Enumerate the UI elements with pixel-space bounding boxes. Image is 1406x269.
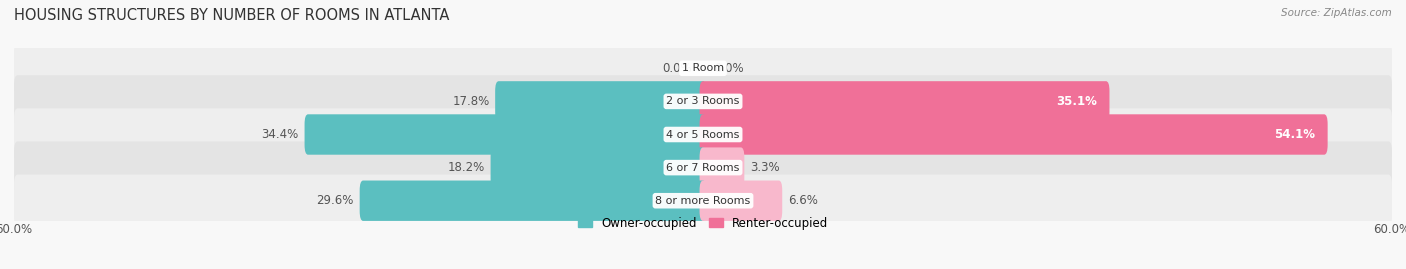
FancyBboxPatch shape — [14, 175, 1392, 227]
FancyBboxPatch shape — [700, 147, 744, 188]
FancyBboxPatch shape — [14, 42, 1392, 94]
Text: 54.1%: 54.1% — [1274, 128, 1315, 141]
FancyBboxPatch shape — [360, 180, 706, 221]
Text: HOUSING STRUCTURES BY NUMBER OF ROOMS IN ATLANTA: HOUSING STRUCTURES BY NUMBER OF ROOMS IN… — [14, 8, 450, 23]
Text: 0.0%: 0.0% — [662, 62, 692, 75]
Text: 34.4%: 34.4% — [262, 128, 299, 141]
Text: 17.8%: 17.8% — [453, 95, 489, 108]
Text: 4 or 5 Rooms: 4 or 5 Rooms — [666, 129, 740, 140]
Text: 3.3%: 3.3% — [749, 161, 780, 174]
FancyBboxPatch shape — [14, 108, 1392, 161]
Text: 8 or more Rooms: 8 or more Rooms — [655, 196, 751, 206]
FancyBboxPatch shape — [495, 81, 706, 122]
Text: 2 or 3 Rooms: 2 or 3 Rooms — [666, 96, 740, 107]
Text: 29.6%: 29.6% — [316, 194, 354, 207]
FancyBboxPatch shape — [700, 180, 782, 221]
FancyBboxPatch shape — [14, 141, 1392, 194]
FancyBboxPatch shape — [700, 114, 1327, 155]
Text: 6.6%: 6.6% — [787, 194, 818, 207]
FancyBboxPatch shape — [14, 75, 1392, 128]
Text: 35.1%: 35.1% — [1056, 95, 1097, 108]
Legend: Owner-occupied, Renter-occupied: Owner-occupied, Renter-occupied — [572, 212, 834, 234]
Text: 18.2%: 18.2% — [447, 161, 485, 174]
Text: Source: ZipAtlas.com: Source: ZipAtlas.com — [1281, 8, 1392, 18]
FancyBboxPatch shape — [700, 81, 1109, 122]
Text: 1 Room: 1 Room — [682, 63, 724, 73]
FancyBboxPatch shape — [491, 147, 706, 188]
Text: 0.0%: 0.0% — [714, 62, 744, 75]
FancyBboxPatch shape — [305, 114, 706, 155]
Text: 6 or 7 Rooms: 6 or 7 Rooms — [666, 162, 740, 173]
